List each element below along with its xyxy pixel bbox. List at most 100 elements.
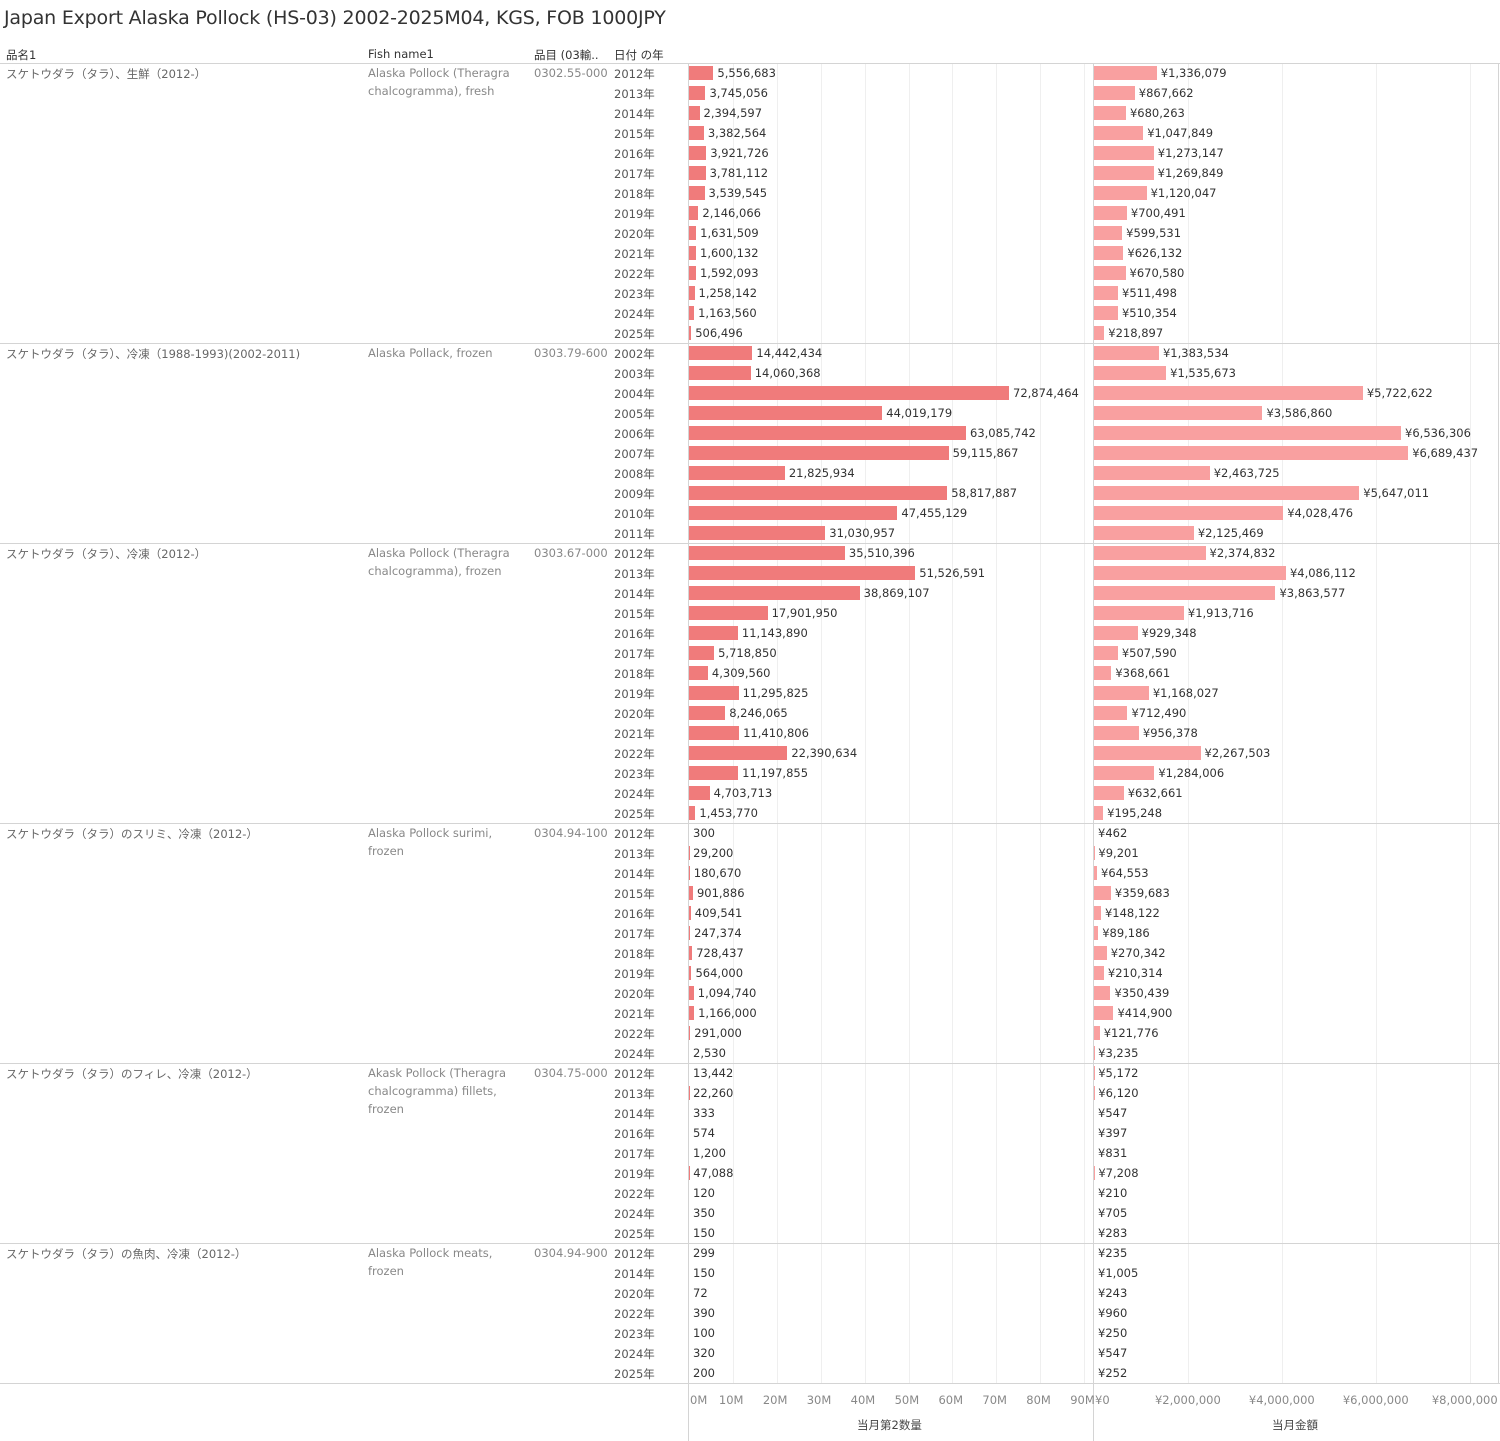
qty-bar[interactable]	[689, 226, 697, 240]
header-item-code[interactable]: 品目 (03輸..	[534, 48, 599, 62]
qty-bar[interactable]	[689, 106, 700, 120]
qty-bar[interactable]	[689, 586, 860, 600]
value-bar[interactable]	[1094, 366, 1167, 380]
value-bar[interactable]	[1094, 766, 1155, 780]
value-bar[interactable]	[1094, 446, 1409, 460]
value-bar[interactable]	[1094, 806, 1104, 820]
value-bar[interactable]	[1094, 66, 1157, 80]
qty-bar[interactable]	[689, 206, 699, 220]
value-bar[interactable]	[1094, 626, 1138, 640]
qty-bar[interactable]	[689, 126, 704, 140]
value-bar[interactable]	[1094, 506, 1284, 520]
qty-bar[interactable]	[689, 646, 715, 660]
qty-bar[interactable]	[689, 746, 788, 760]
value-bar[interactable]	[1094, 146, 1154, 160]
value-bar[interactable]	[1094, 406, 1263, 420]
qty-bar[interactable]	[689, 886, 693, 900]
qty-bar[interactable]	[689, 386, 1009, 400]
value-bar[interactable]	[1094, 666, 1112, 680]
value-bar[interactable]	[1094, 86, 1135, 100]
value-bar[interactable]	[1094, 786, 1124, 800]
value-bar[interactable]	[1094, 606, 1184, 620]
value-bar[interactable]	[1094, 426, 1402, 440]
qty-bar[interactable]	[689, 406, 883, 420]
value-bar[interactable]	[1094, 546, 1206, 560]
qty-bar[interactable]	[689, 166, 706, 180]
value-bar[interactable]	[1094, 906, 1101, 920]
qty-bar[interactable]	[689, 686, 739, 700]
header-year[interactable]: 日付 の年	[614, 48, 664, 62]
value-bar[interactable]	[1094, 646, 1118, 660]
qty-data-label: 299	[693, 1246, 715, 1260]
qty-bar[interactable]	[689, 246, 697, 260]
value-bar[interactable]	[1094, 186, 1147, 200]
qty-bar[interactable]	[689, 506, 898, 520]
qty-bar[interactable]	[689, 666, 708, 680]
qty-bar[interactable]	[689, 346, 753, 360]
header-fish-name[interactable]: Fish name1	[368, 47, 434, 61]
qty-bar[interactable]	[689, 1026, 691, 1040]
value-bar[interactable]	[1094, 126, 1144, 140]
value-bar[interactable]	[1094, 886, 1111, 900]
value-bar[interactable]	[1094, 346, 1159, 360]
value-bar[interactable]	[1094, 966, 1104, 980]
qty-bar[interactable]	[689, 906, 691, 920]
value-bar[interactable]	[1094, 1026, 1100, 1040]
value-bar[interactable]	[1094, 466, 1210, 480]
qty-bar[interactable]	[689, 866, 690, 880]
qty-bar[interactable]	[689, 66, 714, 80]
qty-bar[interactable]	[689, 266, 696, 280]
value-bar[interactable]	[1094, 246, 1124, 260]
value-bar[interactable]	[1094, 206, 1127, 220]
value-bar[interactable]	[1094, 566, 1286, 580]
value-bar[interactable]	[1094, 386, 1363, 400]
value-bar[interactable]	[1094, 746, 1201, 760]
qty-bar[interactable]	[689, 626, 738, 640]
qty-bar[interactable]	[689, 486, 948, 500]
qty-bar[interactable]	[689, 366, 751, 380]
qty-bar[interactable]	[689, 806, 696, 820]
qty-bar[interactable]	[689, 306, 695, 320]
qty-bar[interactable]	[689, 566, 916, 580]
value-bar[interactable]	[1094, 726, 1139, 740]
value-bar[interactable]	[1094, 1006, 1114, 1020]
qty-bar[interactable]	[689, 546, 845, 560]
value-bar[interactable]	[1094, 166, 1154, 180]
qty-bar[interactable]	[689, 766, 739, 780]
qty-bar[interactable]	[689, 606, 768, 620]
value-bar[interactable]	[1094, 586, 1276, 600]
value-bar[interactable]	[1094, 486, 1360, 500]
qty-bar[interactable]	[689, 446, 949, 460]
qty-bar[interactable]	[689, 466, 785, 480]
qty-bar[interactable]	[689, 186, 705, 200]
qty-bar[interactable]	[689, 426, 967, 440]
qty-bar[interactable]	[689, 706, 726, 720]
value-bar[interactable]	[1094, 106, 1126, 120]
qty-bar[interactable]	[689, 946, 693, 960]
qty-bar[interactable]	[689, 146, 707, 160]
qty-bar[interactable]	[689, 986, 694, 1000]
qty-bar[interactable]	[689, 926, 691, 940]
value-bar[interactable]	[1094, 306, 1118, 320]
qty-bar[interactable]	[689, 86, 706, 100]
value-bar[interactable]	[1094, 866, 1098, 880]
qty-bar[interactable]	[689, 966, 692, 980]
value-data-label: ¥89,186	[1102, 926, 1150, 940]
value-bar[interactable]	[1094, 286, 1119, 300]
value-bar[interactable]	[1094, 706, 1128, 720]
qty-bar[interactable]	[689, 726, 740, 740]
value-bar[interactable]	[1094, 986, 1111, 1000]
value-bar[interactable]	[1094, 226, 1123, 240]
header-product-name[interactable]: 品名1	[6, 48, 37, 62]
value-bar[interactable]	[1094, 686, 1149, 700]
qty-bar[interactable]	[689, 526, 826, 540]
value-bar[interactable]	[1094, 526, 1194, 540]
value-bar[interactable]	[1094, 266, 1126, 280]
qty-bar[interactable]	[689, 286, 695, 300]
qty-bar[interactable]	[689, 326, 692, 340]
value-bar[interactable]	[1094, 326, 1105, 340]
qty-bar[interactable]	[689, 1006, 695, 1020]
value-bar[interactable]	[1094, 946, 1107, 960]
value-bar[interactable]	[1094, 926, 1099, 940]
qty-bar[interactable]	[689, 786, 710, 800]
